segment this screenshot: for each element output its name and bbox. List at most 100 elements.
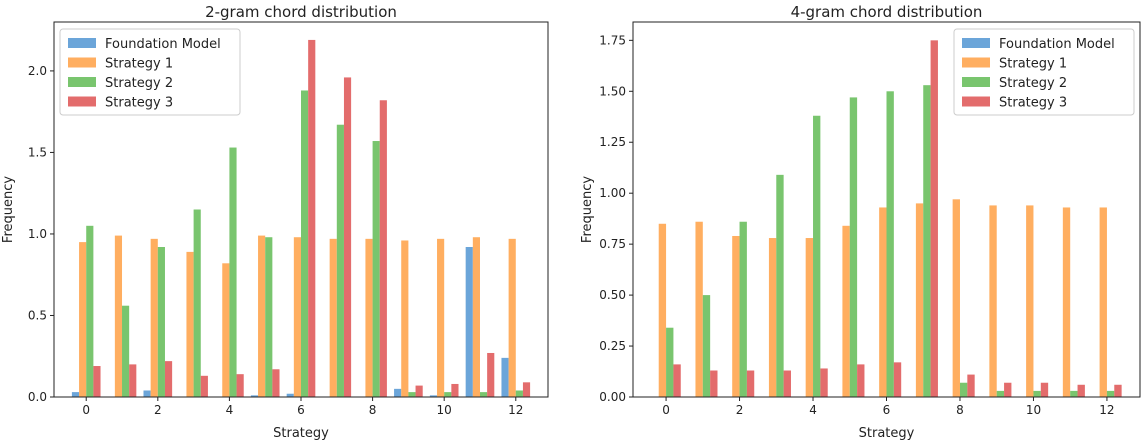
bar-p1-s3-c4: [820, 368, 828, 397]
bar-p0-s0-c9: [394, 388, 402, 397]
legend-swatch-0-3: [68, 96, 96, 107]
bar-p0-s3-c2: [164, 361, 173, 397]
bar-p0-s2-c12: [515, 390, 523, 397]
x-tick-label-1-1: 2: [736, 403, 744, 417]
legend-swatch-1-0: [962, 38, 990, 48]
bar-p1-s3-c1: [710, 370, 718, 397]
bar-p0-s1-c4: [222, 263, 230, 397]
bar-p0-s3-c9: [415, 385, 423, 397]
bar-p1-s2-c0: [666, 327, 674, 397]
bar-p0-s1-c0: [79, 242, 87, 397]
bar-p1-s2-c12: [1106, 390, 1115, 397]
bar-p1-s2-c3: [776, 174, 784, 397]
y-axis-label-0: Frequency: [1, 176, 16, 243]
bar-p1-s1-c0: [658, 223, 667, 397]
bar-p0-s2-c0: [86, 225, 94, 397]
bar-p0-s0-c2: [143, 390, 151, 397]
legend-swatch-0-2: [68, 77, 96, 87]
bar-p1-s1-c2: [732, 235, 740, 397]
legend-label-0-3: Strategy 3: [105, 96, 173, 111]
bar-p1-s1-c8: [952, 199, 960, 397]
x-tick-label-1-4: 8: [956, 403, 964, 417]
bar-p0-s0-c10: [429, 395, 438, 397]
legend-swatch-1-2: [962, 77, 990, 87]
bar-p1-s3-c10: [1040, 382, 1049, 397]
bar-p1-s1-c1: [695, 221, 703, 397]
bar-p1-s2-c5: [849, 97, 858, 397]
bar-p1-s3-c9: [1004, 382, 1012, 397]
bar-p0-s0-c0: [71, 392, 80, 397]
legend-label-0-1: Strategy 1: [105, 57, 173, 72]
x-tick-label-1-5: 10: [1026, 403, 1041, 417]
chart-title-0: 2-gram chord distribution: [205, 3, 397, 21]
bar-p1-s2-c11: [1070, 390, 1078, 397]
y-axis-label-1: Frequency: [580, 176, 595, 243]
x-tick-label-0-4: 8: [369, 403, 377, 417]
bar-p1-s3-c11: [1077, 384, 1085, 397]
y-tick-label-1-3: 0.75: [599, 237, 626, 251]
bar-p0-s2-c4: [229, 147, 237, 397]
bar-p0-s1-c10: [437, 238, 445, 397]
x-tick-label-0-0: 0: [82, 403, 90, 417]
bar-p0-s2-c1: [122, 305, 130, 397]
bar-p0-s1-c7: [329, 238, 337, 397]
bar-p1-s2-c6: [886, 91, 894, 397]
x-axis-label-1: Strategy: [859, 426, 915, 441]
x-tick-label-0-5: 10: [437, 403, 452, 417]
bar-p1-s3-c7: [930, 40, 938, 398]
bar-p0-s3-c8: [379, 100, 387, 397]
bar-p0-s1-c8: [365, 238, 373, 397]
bar-p0-s3-c1: [129, 364, 137, 397]
x-tick-label-0-1: 2: [154, 403, 162, 417]
bar-p1-s1-c5: [842, 225, 850, 397]
bar-p1-s2-c8: [959, 382, 968, 397]
bar-p0-s1-c11: [472, 237, 480, 397]
y-tick-label-0-4: 2.0: [28, 64, 47, 78]
bar-p0-s2-c9: [408, 392, 416, 397]
bar-p0-s3-c4: [236, 374, 244, 397]
bar-p0-s3-c10: [451, 383, 459, 397]
bar-p1-s3-c2: [746, 370, 755, 397]
bar-p0-s2-c11: [479, 392, 488, 397]
bar-p1-s2-c7: [923, 85, 931, 398]
y-tick-label-0-1: 0.5: [28, 308, 47, 322]
bar-p1-s1-c4: [805, 238, 814, 397]
bar-p1-s3-c0: [673, 364, 681, 397]
legend-swatch-1-1: [962, 57, 990, 68]
x-tick-label-1-0: 0: [662, 403, 670, 417]
y-tick-label-1-2: 0.50: [599, 288, 626, 302]
legend-swatch-0-0: [68, 38, 96, 48]
bar-p0-s0-c5: [250, 395, 259, 397]
legend-label-1-1: Strategy 1: [999, 57, 1067, 72]
y-tick-label-0-2: 1.0: [28, 227, 47, 241]
bar-p1-s1-c3: [768, 238, 777, 397]
bar-p1-s1-c11: [1062, 207, 1071, 397]
legend-label-1-2: Strategy 2: [999, 76, 1067, 91]
bar-p1-s2-c1: [702, 295, 711, 397]
bar-p1-s1-c10: [1026, 205, 1034, 397]
bar-p0-s1-c9: [401, 240, 409, 397]
bar-p1-s1-c9: [989, 205, 997, 397]
legend-label-1-0: Foundation Model: [999, 37, 1115, 52]
bar-p0-s2-c10: [444, 392, 452, 397]
y-tick-label-1-5: 1.25: [599, 135, 626, 149]
bar-p0-s1-c12: [508, 238, 516, 397]
bar-p0-s3-c5: [272, 369, 280, 397]
legend-label-0-2: Strategy 2: [105, 76, 173, 91]
bar-p0-s1-c1: [114, 235, 123, 397]
y-tick-label-1-4: 1.00: [599, 186, 626, 200]
bar-p1-s1-c6: [879, 207, 887, 397]
bar-p1-s3-c6: [893, 362, 902, 397]
legend-label-1-3: Strategy 3: [999, 96, 1067, 111]
bar-p1-s2-c10: [1033, 390, 1041, 397]
bar-p0-s1-c3: [186, 251, 194, 397]
y-tick-label-1-0: 0.00: [599, 390, 626, 404]
y-tick-label-1-7: 1.75: [599, 33, 626, 47]
bar-p0-s0-c11: [465, 247, 473, 397]
bar-p0-s2-c8: [372, 141, 380, 397]
x-tick-label-0-2: 4: [226, 403, 234, 417]
bar-p1-s2-c2: [739, 221, 747, 397]
x-tick-label-1-3: 6: [883, 403, 891, 417]
legend-box-1: [953, 28, 1135, 116]
bar-p0-s1-c6: [293, 237, 301, 397]
